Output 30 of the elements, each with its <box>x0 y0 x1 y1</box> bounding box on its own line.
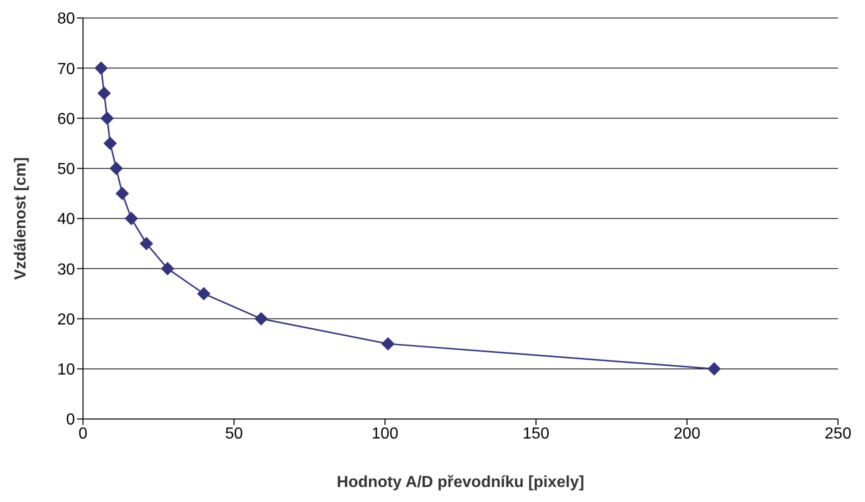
y-tick-label: 80 <box>57 10 76 28</box>
x-tick-label: 150 <box>522 425 550 442</box>
point <box>116 186 129 200</box>
y-tick-label: 50 <box>57 161 76 178</box>
point <box>98 86 111 100</box>
point <box>110 162 123 175</box>
point <box>382 337 395 350</box>
y-axis-title: Vzdálenost [cm] <box>12 157 30 280</box>
point <box>254 312 268 326</box>
y-tick-label: 70 <box>57 60 76 78</box>
x-tick-label: 250 <box>824 425 852 442</box>
y-tick-label: 20 <box>57 311 76 328</box>
x-tick-label: 100 <box>372 425 398 442</box>
point <box>104 136 117 150</box>
y-tick-label: 10 <box>57 362 76 379</box>
point <box>197 287 210 300</box>
point <box>708 362 721 376</box>
point <box>94 62 108 75</box>
point <box>124 212 138 225</box>
y-tick-label: 0 <box>66 412 76 429</box>
x-axis-title: Hodnoty A/D převodníku [pixely] <box>336 474 584 491</box>
point <box>161 262 174 276</box>
point <box>100 112 114 125</box>
y-tick-label: 30 <box>57 261 76 278</box>
y-tick-label: 40 <box>57 211 76 228</box>
y-tick-label: 60 <box>57 110 76 128</box>
x-tick-label: 50 <box>225 425 243 442</box>
x-tick-label: 0 <box>78 425 88 442</box>
point <box>140 237 153 250</box>
x-tick-label: 200 <box>674 425 700 442</box>
